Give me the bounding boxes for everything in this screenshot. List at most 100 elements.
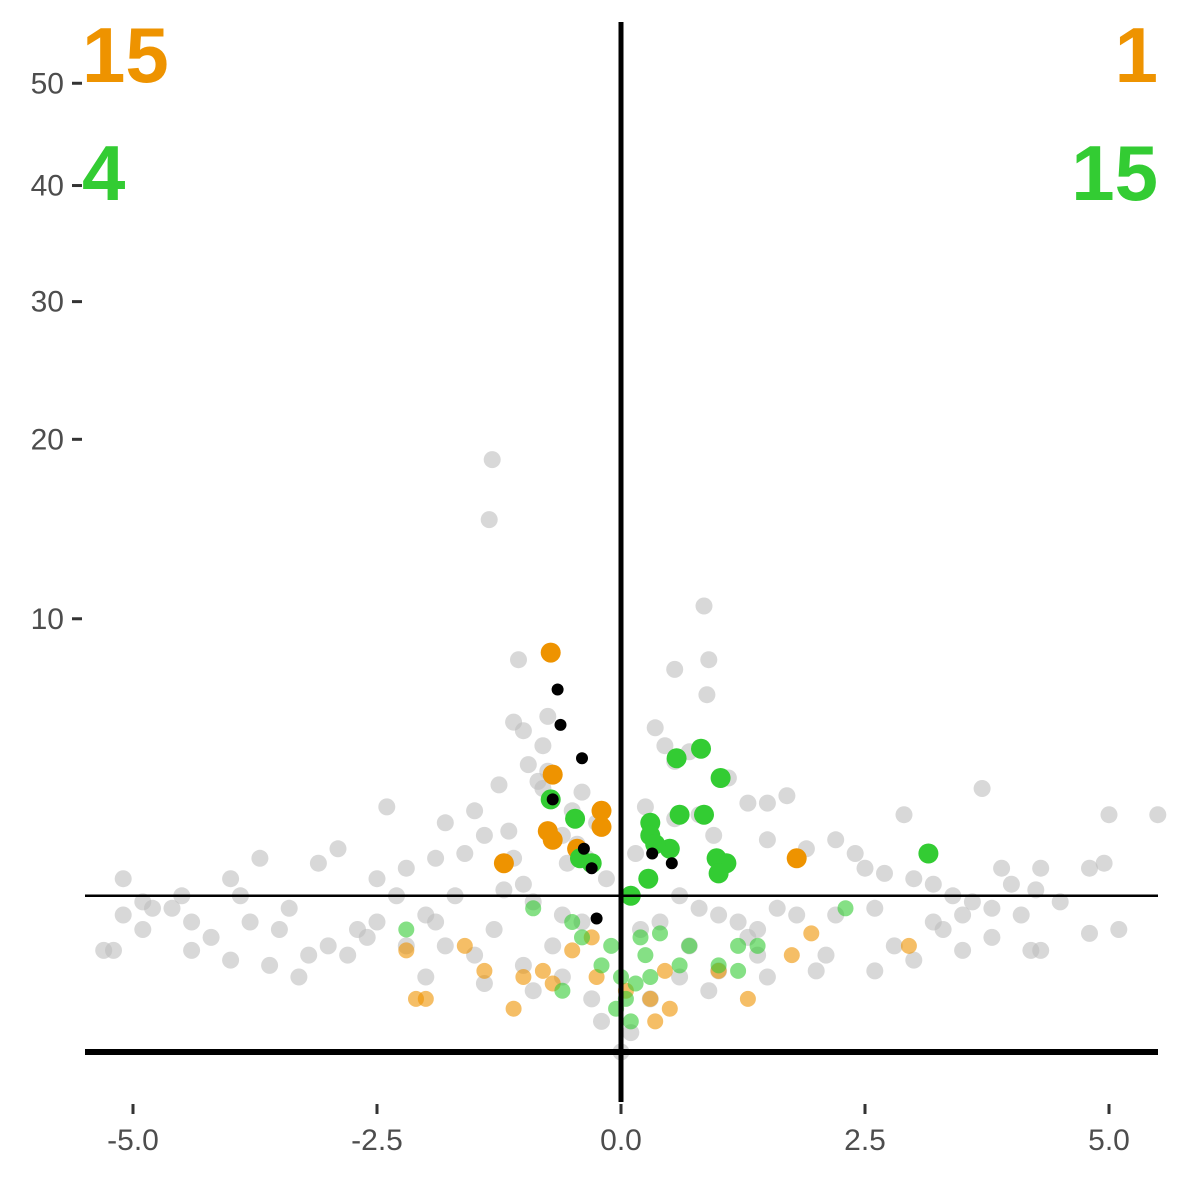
data-point <box>638 868 659 889</box>
data-point <box>710 957 727 974</box>
x-tick-label: 2.5 <box>844 1124 886 1157</box>
data-point <box>490 776 508 794</box>
data-point <box>398 942 415 959</box>
data-points <box>95 451 1167 1061</box>
data-point <box>358 928 376 946</box>
data-point <box>710 768 731 788</box>
data-point <box>954 941 972 959</box>
data-point <box>483 451 501 469</box>
data-point <box>700 982 718 1000</box>
data-point <box>627 845 645 862</box>
count-top-right-green: 15 <box>1071 129 1158 217</box>
data-point <box>524 982 542 1000</box>
data-point <box>515 969 532 985</box>
data-point <box>514 722 532 740</box>
data-point <box>540 642 561 663</box>
data-point <box>876 864 893 882</box>
data-point <box>427 913 445 931</box>
data-point <box>708 863 729 884</box>
data-point <box>1081 859 1098 877</box>
data-point <box>758 794 776 812</box>
data-point <box>691 738 711 759</box>
data-point <box>591 800 612 821</box>
data-point <box>651 913 669 931</box>
data-point <box>642 969 659 985</box>
data-point <box>554 982 571 999</box>
data-point <box>183 913 201 931</box>
data-point <box>900 937 917 954</box>
data-point <box>551 683 564 696</box>
data-point <box>417 968 435 986</box>
data-point <box>134 893 152 911</box>
data-point <box>583 990 601 1008</box>
data-point <box>565 808 586 829</box>
data-point <box>1149 806 1167 824</box>
data-point <box>436 814 454 832</box>
data-point <box>758 968 776 986</box>
data-point <box>1002 875 1020 893</box>
data-point <box>398 921 415 938</box>
data-point <box>485 921 503 938</box>
data-point <box>544 937 562 955</box>
data-point <box>514 875 532 893</box>
y-tick-label: 40 <box>31 170 64 203</box>
data-point <box>924 875 942 893</box>
data-point <box>647 1013 664 1030</box>
data-point <box>642 990 659 1007</box>
data-point <box>778 787 796 805</box>
data-point <box>270 921 288 938</box>
data-point <box>577 842 590 855</box>
data-point <box>694 804 714 825</box>
data-point <box>505 1000 522 1017</box>
data-point <box>993 859 1011 877</box>
count-top-left-green: 4 <box>82 129 125 217</box>
data-point <box>783 947 800 964</box>
data-point <box>846 845 864 862</box>
data-point <box>983 899 1001 917</box>
data-point <box>1027 881 1045 899</box>
data-point <box>636 798 654 816</box>
data-point <box>290 968 308 986</box>
data-point <box>456 845 474 862</box>
data-point <box>319 937 337 955</box>
data-point <box>817 946 835 964</box>
x-tick-label: 5.0 <box>1088 1124 1130 1157</box>
data-point <box>837 900 854 917</box>
data-point <box>564 914 581 930</box>
data-point <box>671 968 689 986</box>
data-point <box>534 737 552 755</box>
data-point <box>368 870 386 888</box>
data-point <box>656 737 674 755</box>
data-point <box>885 937 903 955</box>
y-tick-label: 20 <box>31 423 64 456</box>
data-point <box>378 798 396 816</box>
data-point <box>698 686 716 704</box>
data-point <box>739 794 757 812</box>
data-point <box>983 928 1001 946</box>
data-point <box>1051 893 1069 911</box>
data-point <box>114 906 132 924</box>
data-point <box>895 806 913 824</box>
data-point <box>593 1012 610 1030</box>
data-point <box>905 951 923 969</box>
data-point <box>749 937 766 954</box>
data-point <box>866 962 884 980</box>
data-point <box>705 826 723 844</box>
data-point <box>627 975 644 992</box>
data-point <box>666 748 687 769</box>
data-point <box>585 862 598 875</box>
data-point <box>669 804 690 825</box>
data-point <box>495 881 513 899</box>
data-point <box>576 752 588 765</box>
data-point <box>758 831 776 849</box>
data-point <box>1110 921 1128 938</box>
data-point <box>475 826 493 844</box>
x-tick-label: -5.0 <box>107 1124 159 1157</box>
count-top-right-orange: 1 <box>1115 11 1158 99</box>
data-point <box>573 783 591 801</box>
data-point <box>500 822 518 840</box>
data-point <box>241 913 259 931</box>
data-point <box>856 859 874 877</box>
data-point <box>827 831 845 849</box>
